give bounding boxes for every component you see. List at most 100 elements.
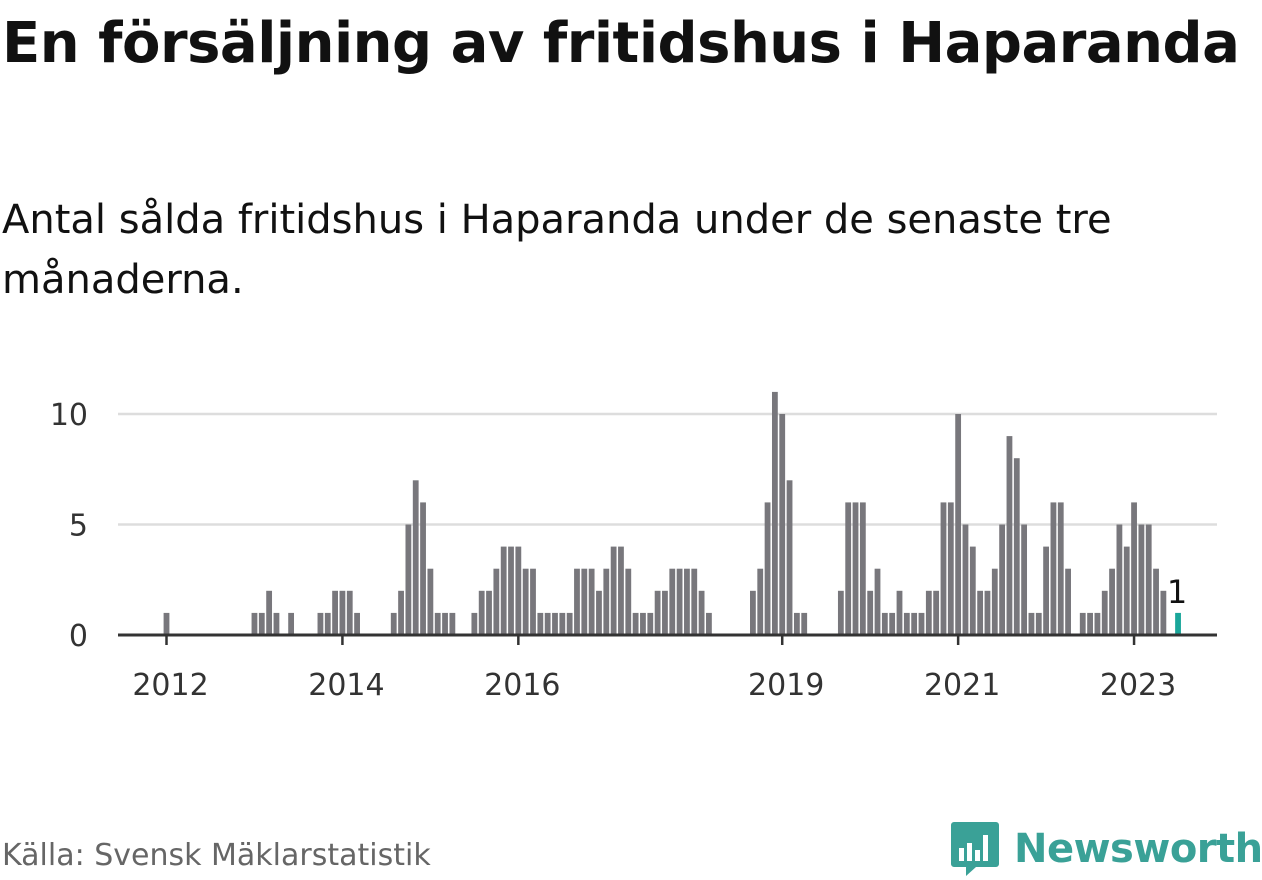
bar bbox=[332, 590, 338, 635]
x-tick-label: 2014 bbox=[308, 668, 384, 703]
bar bbox=[750, 590, 756, 635]
bar bbox=[625, 568, 632, 635]
bar bbox=[317, 612, 324, 635]
bar bbox=[566, 612, 573, 635]
bar bbox=[786, 480, 793, 635]
bar bbox=[471, 612, 478, 635]
bar bbox=[544, 612, 551, 635]
bar bbox=[559, 612, 566, 635]
bar bbox=[449, 612, 456, 635]
bar bbox=[1013, 458, 1020, 635]
y-tick-label: 10 bbox=[50, 398, 88, 433]
bar bbox=[698, 590, 705, 635]
highlight-value-label: 1 bbox=[1167, 573, 1187, 611]
bar bbox=[515, 546, 522, 635]
bar bbox=[779, 414, 786, 635]
bar bbox=[552, 612, 558, 635]
y-tick-label: 5 bbox=[69, 509, 88, 544]
bar bbox=[1043, 546, 1049, 635]
bar bbox=[1131, 502, 1137, 635]
bar bbox=[896, 590, 903, 635]
bar bbox=[1138, 524, 1145, 635]
bar bbox=[1087, 612, 1093, 635]
bar bbox=[434, 612, 441, 635]
bar bbox=[1021, 524, 1028, 635]
bar bbox=[603, 568, 610, 635]
bar bbox=[427, 568, 434, 635]
bar bbox=[618, 546, 624, 635]
bar bbox=[955, 414, 962, 635]
bar bbox=[1028, 612, 1035, 635]
bar bbox=[522, 568, 529, 635]
bar bbox=[478, 590, 485, 635]
bar bbox=[1065, 568, 1071, 635]
bar bbox=[764, 502, 771, 635]
bar bbox=[925, 590, 932, 635]
bar bbox=[691, 568, 698, 635]
newsworthy-logo-icon bbox=[951, 822, 999, 876]
bar bbox=[706, 612, 712, 635]
bar bbox=[398, 590, 404, 635]
bar bbox=[405, 524, 412, 635]
bar bbox=[1079, 612, 1086, 635]
bar bbox=[867, 590, 874, 635]
bar bbox=[1006, 436, 1013, 635]
bar bbox=[537, 612, 544, 635]
bar bbox=[1109, 568, 1115, 635]
bar bbox=[676, 568, 683, 635]
bar bbox=[1116, 524, 1123, 635]
bar bbox=[969, 546, 976, 635]
bar bbox=[273, 612, 280, 635]
bar bbox=[845, 502, 852, 635]
x-tick-label: 2019 bbox=[748, 668, 824, 703]
bar bbox=[420, 502, 426, 635]
source-note: Källa: Svensk Mäklarstatistik bbox=[2, 838, 431, 873]
bar bbox=[999, 524, 1006, 635]
bar bbox=[324, 612, 331, 635]
bar bbox=[412, 480, 419, 635]
bar bbox=[574, 568, 580, 635]
bar bbox=[354, 612, 360, 635]
bar bbox=[911, 612, 918, 635]
bar bbox=[933, 590, 940, 635]
chart-title: En försäljning av fritidshus i Haparanda bbox=[2, 11, 1240, 76]
bar bbox=[874, 568, 881, 635]
bar bbox=[918, 612, 925, 635]
bar bbox=[771, 391, 778, 635]
bar bbox=[1153, 568, 1159, 635]
highlight-bar bbox=[1175, 612, 1181, 635]
bar bbox=[654, 590, 661, 635]
bar bbox=[1057, 502, 1064, 635]
bar bbox=[962, 524, 969, 635]
bar bbox=[1050, 502, 1057, 635]
x-tick-label: 2016 bbox=[484, 668, 560, 703]
bar bbox=[947, 502, 954, 635]
bar bbox=[610, 546, 617, 635]
bar bbox=[757, 568, 764, 635]
bar bbox=[662, 590, 668, 635]
x-tick-label: 2012 bbox=[132, 668, 208, 703]
bar bbox=[903, 612, 910, 635]
bar bbox=[984, 590, 991, 635]
bar bbox=[837, 590, 844, 635]
bar bbox=[991, 568, 998, 635]
bar bbox=[500, 546, 507, 635]
bar bbox=[163, 612, 170, 635]
bar bbox=[596, 590, 602, 635]
bar bbox=[581, 568, 588, 635]
bar bbox=[852, 502, 859, 635]
bar bbox=[251, 612, 258, 635]
bar bbox=[346, 590, 353, 635]
bar bbox=[530, 568, 536, 635]
bar bbox=[793, 612, 800, 635]
bar bbox=[889, 612, 896, 635]
bar bbox=[647, 612, 654, 635]
bar bbox=[339, 590, 346, 635]
bar bbox=[486, 590, 492, 635]
brand-logo[interactable]: Newsworthy bbox=[950, 818, 1262, 880]
bar bbox=[1094, 612, 1101, 635]
bar bbox=[881, 612, 888, 635]
bar bbox=[801, 612, 808, 635]
bar bbox=[588, 568, 595, 635]
x-tick-label: 2023 bbox=[1100, 668, 1176, 703]
